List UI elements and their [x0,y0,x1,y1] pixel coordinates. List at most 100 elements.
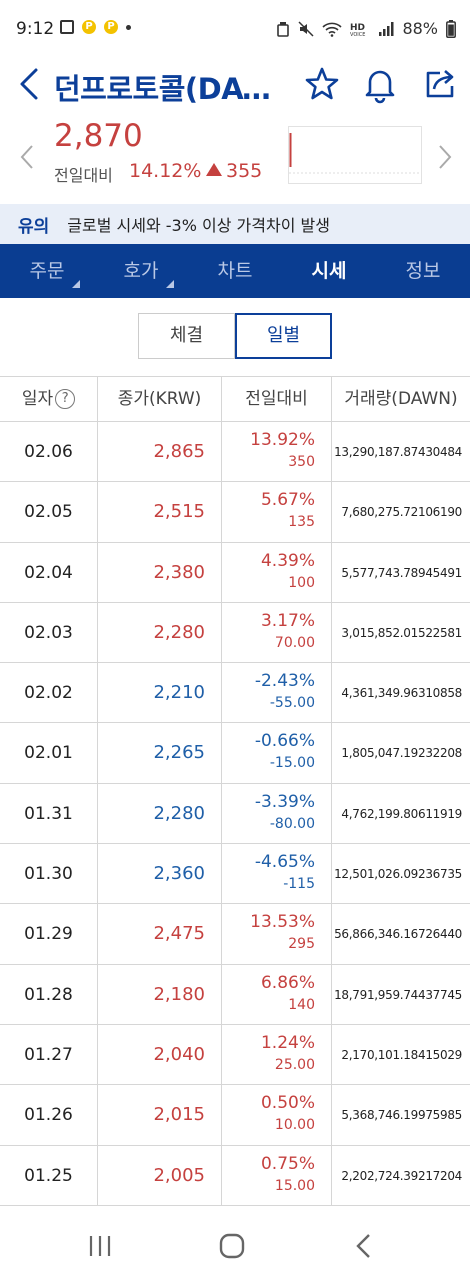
change-label: 전일대비 [54,166,113,185]
row-date: 01.27 [0,1024,98,1085]
row-close-price: 2,865 [98,422,222,482]
row-change: 13.53% 295 [222,904,332,964]
trades-toggle-button[interactable]: 체결 [138,313,235,359]
table-row[interactable]: 02.06 2,865 13.92% 350 13,290,187.87430484 [0,422,470,483]
daily-toggle-button[interactable]: 일별 [235,313,332,359]
battery-icon [446,19,456,38]
row-change-amount: -80.00 [269,815,315,832]
row-change-percent: 13.53% [250,912,315,933]
price-summary: 2,870 전일대비 14.12% 355 [0,112,470,204]
notification-button[interactable] [360,64,400,104]
back-button[interactable] [12,64,48,104]
row-change-percent: 1.24% [260,1032,315,1053]
row-close-price: 2,040 [98,1024,222,1085]
row-change-amount: 140 [288,996,315,1013]
table-row[interactable]: 01.30 2,360 -4.65% -115 12,501,026.09236735 [0,844,470,905]
row-change-amount: -55.00 [269,695,315,712]
row-change-amount: 350 [288,454,315,470]
mini-chart[interactable] [288,126,422,184]
row-change: -4.65% -115 [222,844,332,904]
row-date: 02.02 [0,663,98,723]
row-volume: 12,501,026.09236735 [334,867,462,882]
share-icon [426,70,454,98]
row-close-price: 2,180 [98,964,222,1024]
table-row[interactable]: 02.01 2,265 -0.66% -15.00 1,805,047.19232208 [0,723,470,784]
row-change-amount: 15.00 [274,1177,315,1194]
row-date: 01.28 [0,964,98,1024]
row-close-price: 2,210 [98,663,222,723]
table-row[interactable]: 02.02 2,210 -2.43% -55.00 4,361,349.96310858 [0,663,470,724]
tab-info[interactable]: 정보 [405,260,441,282]
submenu-indicator-icon [166,280,174,288]
prev-coin-button[interactable] [16,142,38,172]
row-volume: 5,577,743.78945491 [341,565,462,580]
row-change-amount: 295 [288,936,315,953]
row-volume: 3,015,852.01522581 [341,625,462,640]
row-change-percent: 0.50% [260,1093,315,1114]
row-date: 02.04 [0,542,98,602]
row-volume: 2,202,724.39217204 [341,1168,462,1183]
system-navigation-bar [0,1212,470,1280]
status-time: 9:12 [16,19,55,39]
row-change-percent: 4.39% [260,550,315,571]
tab-chart[interactable]: 차트 [217,260,253,282]
system-back-button[interactable] [344,1230,384,1262]
caution-banner[interactable]: 유의 글로벌 시세와 -3% 이상 가격차이 발생 [0,204,470,244]
recent-apps-button[interactable] [80,1230,120,1262]
next-coin-button[interactable] [434,142,456,172]
row-change-percent: 13.92% [250,430,315,450]
home-button[interactable] [212,1230,252,1262]
row-close-price: 2,515 [98,482,222,542]
table-row[interactable]: 01.31 2,280 -3.39% -80.00 4,762,199.80611919 [0,783,470,845]
table-row[interactable]: 01.27 2,040 1.24% 25.00 2,170,101.18415029 [0,1024,470,1086]
row-date: 01.30 [0,844,98,904]
row-close-price: 2,360 [98,844,222,904]
table-row[interactable]: 01.28 2,180 6.86% 140 18,791,959.74437745 [0,964,470,1025]
row-change: 4.39% 100 [222,542,332,602]
row-change-percent: -2.43% [254,671,315,692]
table-row[interactable]: 01.29 2,475 13.53% 295 56,866,346.16726440 [0,904,470,965]
chevron-left-icon [20,68,38,100]
table-row[interactable]: 02.04 2,380 4.39% 100 5,577,743.78945491 [0,542,470,603]
caution-message: 글로벌 시세와 -3% 이상 가격차이 발생 [67,216,330,235]
tab-market-price[interactable]: 시세 [311,260,347,282]
row-date: 02.06 [0,422,98,482]
table-row[interactable]: 01.25 2,005 0.75% 15.00 2,202,724.39217204 [0,1145,470,1206]
signal-icon [379,21,394,36]
header-date: 일자? [0,377,98,421]
back-arrow-icon [356,1234,370,1258]
row-change-amount: 10.00 [274,1117,315,1134]
row-close-price: 2,005 [98,1145,222,1205]
row-change: 3.17% 70.00 [222,602,332,663]
header-volume: 거래량(DAWN) [344,389,458,409]
battery-level: 88% [402,19,438,38]
table-body: 02.06 2,865 13.92% 350 13,290,187.87430484 02… [0,422,470,1206]
row-volume: 18,791,959.74437745 [334,987,462,1002]
row-date: 01.31 [0,783,98,844]
recent-apps-icon [89,1236,111,1256]
submenu-indicator-icon [72,280,80,288]
more-notifications-icon [126,24,131,30]
table-row[interactable]: 02.05 2,515 5.67% 135 7,680,275.72106190 [0,482,470,543]
table-row[interactable]: 02.03 2,280 3.17% 70.00 3,015,852.01522581 [0,602,470,664]
row-change-amount: -15.00 [269,755,315,772]
change-amount: 355 [206,160,262,182]
tab-order[interactable]: 주문 [0,244,94,298]
row-date: 01.25 [0,1145,98,1205]
svg-text:VOICE: VOICE [350,32,365,37]
row-change-amount: 135 [288,514,315,531]
home-icon [219,1233,245,1259]
app-notification-icon-2: P [104,20,118,34]
tab-orderbook[interactable]: 호가 [94,244,188,298]
share-button[interactable] [420,64,460,104]
table-row[interactable]: 01.26 2,015 0.50% 10.00 5,368,746.19975985 [0,1085,470,1146]
row-change-amount: 70.00 [274,634,315,651]
change-percent: 14.12% [129,160,202,182]
row-change: 5.67% 135 [222,482,332,542]
help-icon[interactable]: ? [55,389,76,409]
caution-tag: 유의 [18,216,50,237]
mute-icon [298,20,314,37]
row-close-price: 2,015 [98,1085,222,1145]
row-volume: 4,762,199.80611919 [341,806,462,821]
favorite-button[interactable] [302,64,342,104]
